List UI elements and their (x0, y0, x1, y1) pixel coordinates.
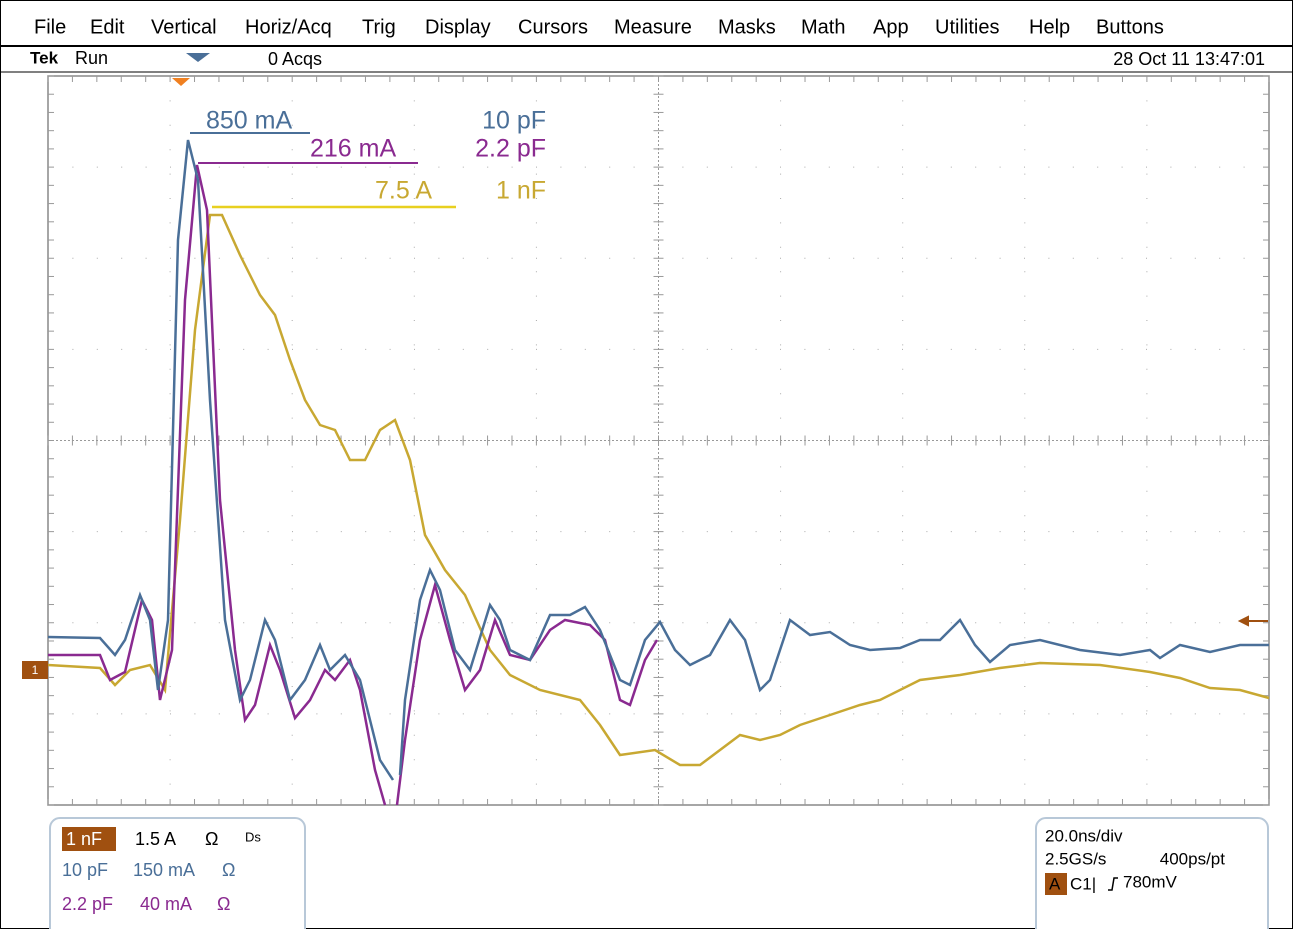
acq-count: 0 Acqs (268, 49, 322, 69)
yellow-trace (47, 213, 1270, 767)
menu-item[interactable]: Cursors (518, 16, 588, 38)
channel-badge (62, 827, 116, 851)
annotation-label: 1 nF (496, 177, 546, 205)
trigger-source: A (1049, 874, 1061, 893)
resolution: 400ps/pt (1160, 849, 1225, 868)
brand: Tek (30, 48, 59, 67)
menu-item[interactable]: Math (801, 16, 845, 38)
edge-icon (1108, 877, 1118, 891)
sample-rate: 2.5GS/s (1045, 849, 1106, 868)
trigger-badge (1045, 873, 1067, 895)
annotation-value: 216 mA (310, 135, 396, 163)
channel-extra: Ds (245, 829, 261, 844)
menu-item[interactable]: Buttons (1096, 16, 1164, 38)
channel-scale: 150 mA (133, 860, 195, 880)
channel-scale: 1.5 A (135, 829, 176, 849)
run-state: Run (75, 48, 108, 68)
datetime: 28 Oct 11 13:47:01 (1113, 49, 1265, 69)
ref-arrow (1237, 615, 1268, 627)
trigger-channel: C1| (1070, 874, 1096, 893)
trigger-level: 780mV (1123, 872, 1178, 891)
menu-item[interactable]: App (873, 16, 909, 38)
channel-unit: Ω (217, 894, 230, 914)
trigger-marker (172, 78, 190, 86)
menu-item[interactable]: Display (425, 16, 491, 38)
channel-name: 2.2 pF (62, 894, 113, 914)
menu-item[interactable]: File (34, 16, 66, 38)
time-per-div: 20.0ns/div (1045, 826, 1123, 845)
ground-marker-label: 1 (32, 663, 39, 677)
trigger-pos-marker (186, 53, 210, 62)
menu-item[interactable]: Utilities (935, 16, 999, 38)
menu-item[interactable]: Vertical (151, 16, 217, 38)
timebase-box (1035, 817, 1269, 929)
menu-item[interactable]: Trig (362, 16, 396, 38)
menu-item[interactable]: Horiz/Acq (245, 16, 332, 38)
annotation-value: 850 mA (206, 107, 292, 135)
annotation-label: 10 pF (482, 107, 546, 135)
annotation-value: 7.5 A (375, 177, 432, 205)
menu-bar: File Edit Vertical Horiz/Acq Trig Display Curs… (34, 16, 1164, 38)
channel-name: 1 nF (66, 829, 102, 849)
menu-item[interactable]: Edit (90, 16, 125, 38)
ground-marker (22, 661, 48, 679)
channel-unit: Ω (222, 860, 235, 880)
channel-unit: Ω (205, 829, 218, 849)
blue-trace (47, 139, 1269, 781)
menu-item[interactable]: Masks (718, 16, 776, 38)
annotation-label: 2.2 pF (475, 135, 546, 163)
channel-scale: 40 mA (140, 894, 192, 914)
menu-item[interactable]: Help (1029, 16, 1070, 38)
channel-name: 10 pF (62, 860, 108, 880)
menu-item[interactable]: Measure (614, 16, 692, 38)
